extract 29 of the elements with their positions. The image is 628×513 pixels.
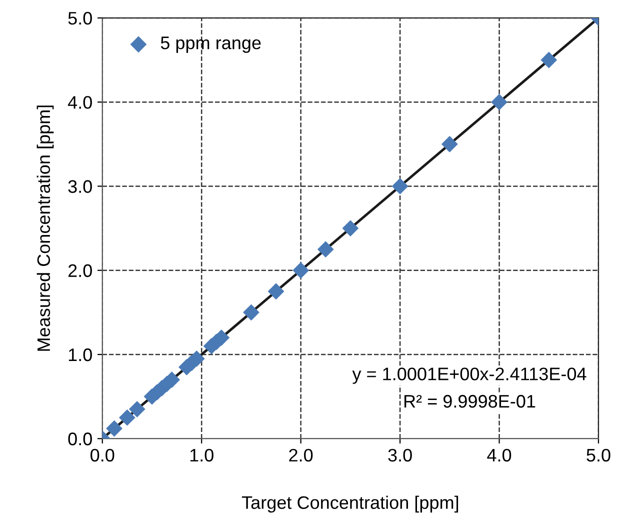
y-tick-label: 5.0	[68, 12, 92, 25]
x-tick-label: 4.0	[487, 448, 512, 462]
x-tick-label: 5.0	[586, 448, 610, 462]
y-tick-label: 2.0	[68, 264, 92, 278]
x-tick-label: 0.0	[90, 448, 114, 462]
point	[491, 94, 508, 110]
point	[540, 52, 558, 68]
y-tick-label: 1.0	[68, 348, 92, 362]
x-tick-label: 3.0	[388, 448, 412, 462]
point	[342, 220, 359, 236]
x-axis-title: Target Concentration [ppm]	[242, 496, 458, 513]
x-tick-label: 2.0	[289, 448, 313, 462]
point	[106, 420, 122, 437]
y-tick-label: 4.0	[68, 96, 92, 109]
point	[317, 241, 334, 258]
legend-label: 5 ppm range	[160, 36, 261, 53]
y-axis-title: Measured Concentration [ppm]	[36, 106, 54, 351]
y-tick-label: 0.0	[68, 432, 92, 446]
point	[441, 136, 458, 152]
x-tick-label: 1.0	[190, 448, 214, 462]
y-tick-label: 3.0	[68, 180, 92, 193]
annotation: y = 1.0001E+00x-2.4113E-04	[352, 368, 586, 384]
point	[292, 262, 310, 279]
annotation: R² = 9.9998E-01	[404, 394, 536, 408]
point	[118, 409, 136, 426]
point	[242, 304, 260, 321]
point	[392, 178, 408, 194]
point	[128, 400, 146, 418]
point	[268, 283, 284, 300]
